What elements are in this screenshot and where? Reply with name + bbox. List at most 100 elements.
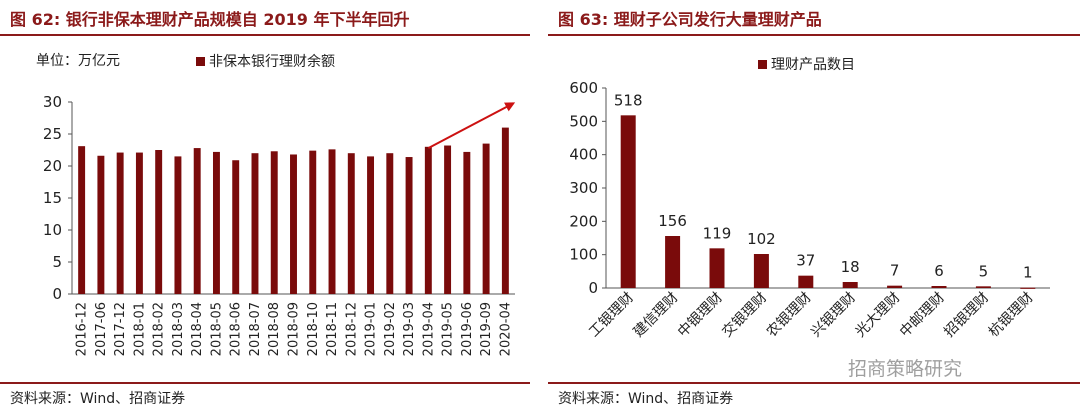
figure-63-panel: 图 63: 理财子公司发行大量理财产品 理财产品数目 518 156 119 102 3…	[548, 0, 1080, 416]
bar	[347, 153, 355, 294]
bar	[232, 160, 240, 294]
figure-62-title: 图 62: 银行非保本理财产品规模自 2019 年下半年回升	[10, 10, 410, 29]
x-tick-label: 2018-09	[287, 302, 302, 356]
x-tick-label: 中邮理财	[897, 290, 948, 341]
y-tick-label: 10	[43, 221, 62, 239]
title-rule	[548, 34, 1080, 36]
x-tick-label: 2019-09	[479, 302, 494, 356]
bar	[665, 236, 681, 288]
y-tick-label: 15	[43, 189, 62, 207]
legend-swatch	[196, 57, 205, 66]
x-tick-label: 2018-02	[152, 302, 167, 356]
y-tick-label: 20	[43, 157, 62, 175]
bar	[753, 254, 769, 288]
bar	[887, 285, 903, 288]
x-tick-label: 2019-05	[441, 302, 456, 356]
x-tick-label: 2017-06	[94, 302, 109, 356]
chart-bars	[620, 115, 1036, 289]
x-tick-label: 2018-05	[209, 302, 224, 356]
x-tick-label: 2019-02	[383, 302, 398, 356]
x-tick-label: 2018-01	[132, 302, 147, 356]
y-tick-label: 300	[569, 179, 598, 197]
source-rule	[548, 382, 1080, 384]
y-tick-label: 200	[569, 212, 598, 230]
unit-label: 单位：万亿元	[36, 53, 120, 69]
y-tick-label: 5	[52, 253, 62, 271]
x-tick-label: 2018-12	[344, 302, 359, 356]
bar	[193, 148, 201, 294]
y-tick-label: 0	[52, 285, 62, 303]
x-tick-label: 2018-07	[248, 302, 263, 356]
bar	[155, 150, 163, 294]
bar	[1020, 287, 1036, 289]
y-tick-labels: 0 100 200 300 400 500 600	[569, 79, 598, 297]
x-tick-label: 2016-12	[75, 302, 90, 356]
bar	[78, 146, 86, 294]
bar	[386, 153, 394, 294]
data-label: 6	[934, 262, 944, 280]
x-tick-label: 2017-12	[113, 302, 128, 356]
title-rule	[0, 34, 530, 36]
bar	[251, 153, 259, 294]
bar	[463, 151, 471, 294]
bar	[931, 286, 947, 288]
data-label: 102	[747, 230, 776, 248]
x-tick-label: 2018-10	[306, 302, 321, 356]
bar	[212, 151, 220, 294]
y-tick-label: 500	[569, 112, 598, 130]
bar	[135, 152, 143, 294]
bar	[501, 127, 509, 294]
bar	[367, 156, 375, 294]
data-label: 18	[841, 258, 860, 276]
chart-bars	[78, 127, 509, 294]
bar	[174, 156, 182, 294]
legend-swatch	[758, 60, 767, 69]
y-tick-label: 600	[569, 79, 598, 97]
y-tick-label: 400	[569, 146, 598, 164]
chart-legend: 非保本银行理财余额	[196, 53, 335, 70]
data-label: 518	[614, 91, 643, 109]
source-note: 资料来源：Wind、招商证券	[10, 391, 186, 407]
bar	[116, 152, 124, 294]
product-count-bar-chart: 理财产品数目 518 156 119 102 37 18 7 6 5 1 工银理财建信理财中银理财…	[569, 57, 1050, 341]
y-tick-label: 0	[588, 279, 598, 297]
x-tick-label: 2018-03	[171, 302, 186, 356]
bar	[290, 154, 297, 294]
bar	[975, 286, 991, 288]
x-tick-label: 2018-04	[190, 302, 205, 356]
x-tick-label: 兴银理财	[808, 290, 859, 341]
bar	[798, 275, 814, 288]
bar	[620, 115, 636, 288]
x-tick-label: 农银理财	[764, 290, 815, 341]
data-label: 156	[658, 212, 687, 230]
x-tick-label: 杭银理财	[986, 290, 1037, 341]
trend-arrow	[427, 102, 516, 149]
y-tick-labels: 0 5 10 15 20 25 30	[43, 93, 62, 303]
balance-bar-chart: 非保本银行理财余额 单位：万亿元 2016-12 2017-06 2017-12 20…	[36, 53, 516, 356]
data-labels: 518 156 119 102 37 18 7 6 5 1	[614, 91, 1033, 281]
x-tick-label: 2018-08	[267, 302, 282, 356]
bar	[444, 145, 452, 294]
data-label: 37	[796, 252, 815, 270]
bar	[424, 146, 432, 294]
x-tick-label: 2019-03	[402, 302, 417, 356]
y-tick-label: 30	[43, 93, 62, 111]
data-label: 119	[703, 224, 732, 242]
x-tick-label: 2019-04	[421, 302, 436, 356]
x-tick-label: 交银理财	[719, 289, 771, 341]
figure-62-panel: 图 62: 银行非保本理财产品规模自 2019 年下半年回升 非保本银行理财余额…	[0, 0, 530, 416]
x-tick-label: 2020-04	[498, 302, 513, 356]
x-tick-label: 光大理财	[853, 290, 904, 341]
bar	[482, 143, 490, 294]
legend-label: 非保本银行理财余额	[209, 53, 335, 70]
bar	[328, 149, 336, 294]
x-tick-label: 建信理财	[631, 290, 682, 341]
y-tick-label: 25	[43, 125, 62, 143]
data-label: 7	[890, 262, 900, 280]
source-note: 资料来源：Wind、招商证券	[558, 391, 734, 407]
watermark: 招商策略研究	[848, 358, 963, 380]
x-tick-label: 2018-06	[229, 302, 244, 356]
bar	[270, 151, 278, 294]
bar	[97, 155, 105, 294]
